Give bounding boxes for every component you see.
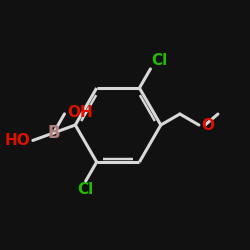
Text: OH: OH (67, 105, 93, 120)
Text: O: O (201, 118, 214, 132)
Text: HO: HO (4, 133, 30, 148)
Text: Cl: Cl (152, 53, 168, 68)
Text: Cl: Cl (78, 182, 94, 197)
Text: B: B (47, 124, 60, 142)
